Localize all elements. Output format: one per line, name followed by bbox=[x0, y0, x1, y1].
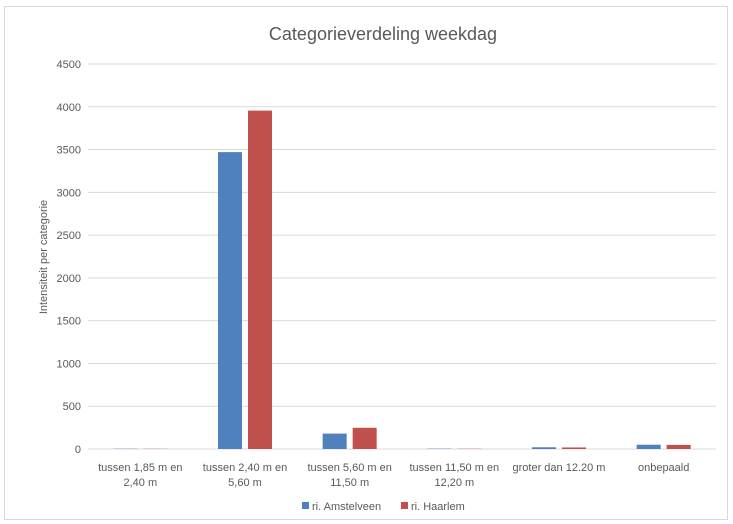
y-tick-label: 2500 bbox=[57, 230, 81, 242]
y-tick-label: 1000 bbox=[57, 358, 81, 370]
bars bbox=[113, 110, 691, 449]
x-tick-label: groter dan 12.20 m bbox=[513, 462, 606, 474]
x-tick-label: tussen 1,85 m en 2,40 m bbox=[98, 462, 182, 489]
legend-swatch bbox=[302, 502, 309, 509]
x-tick-label: tussen 5,60 m en 11,50 m bbox=[307, 462, 391, 489]
x-axis-ticks: tussen 1,85 m en 2,40 m tussen 2,40 m en 5,… bbox=[98, 462, 689, 489]
bar-amstelveen bbox=[636, 444, 661, 449]
x-tick-label: tussen 11,50 m en 12,20 m bbox=[409, 462, 499, 489]
legend: ri. Amstelveen ri. Haarlem bbox=[302, 501, 465, 513]
bar-amstelveen bbox=[532, 447, 556, 449]
x-tick-label: onbepaald bbox=[638, 462, 689, 474]
bar-amstelveen bbox=[218, 152, 242, 449]
y-tick-label: 1500 bbox=[57, 316, 81, 328]
chart-title: Categorieverdeling weekdag bbox=[269, 24, 497, 44]
x-tick-label: tussen 2,40 m en 5,60 m bbox=[203, 462, 287, 489]
legend-swatch bbox=[401, 502, 408, 509]
y-tick-label: 0 bbox=[75, 444, 81, 456]
y-axis-ticks: 0 500 1000 1500 2000 2500 3000 3500 4000 4500 bbox=[57, 59, 81, 456]
y-tick-label: 3500 bbox=[57, 145, 81, 157]
bar-haarlem bbox=[562, 447, 586, 449]
bar-haarlem bbox=[666, 444, 691, 449]
bar-haarlem bbox=[248, 110, 272, 449]
y-tick-label: 4000 bbox=[57, 102, 81, 114]
y-tick-label: 4500 bbox=[57, 59, 81, 71]
legend-label: ri. Amstelveen bbox=[312, 501, 381, 513]
gridlines bbox=[88, 63, 716, 450]
y-tick-label: 3000 bbox=[57, 187, 81, 199]
y-tick-label: 500 bbox=[63, 401, 81, 413]
bar-amstelveen bbox=[322, 433, 347, 449]
y-axis-label: Intensiteit per categorie bbox=[38, 200, 50, 314]
bar-haarlem bbox=[352, 427, 377, 449]
y-tick-label: 2000 bbox=[57, 273, 81, 285]
legend-label: ri. Haarlem bbox=[411, 501, 465, 513]
